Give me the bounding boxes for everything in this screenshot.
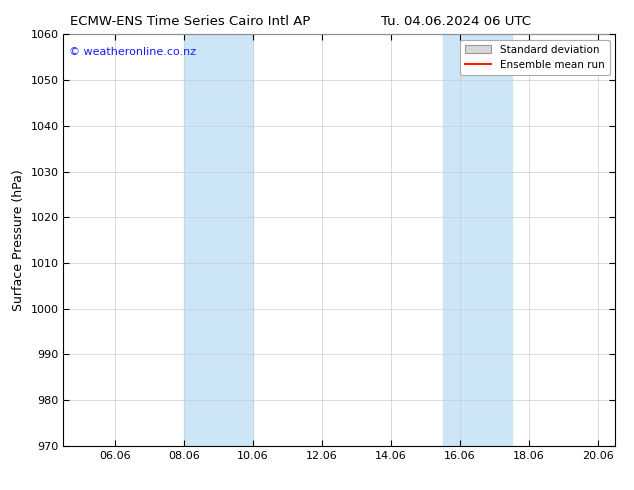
Text: Tu. 04.06.2024 06 UTC: Tu. 04.06.2024 06 UTC [382,15,531,28]
Bar [184,34,253,446]
Text: © weatheronline.co.nz: © weatheronline.co.nz [69,47,196,57]
Text: ECMW-ENS Time Series Cairo Intl AP: ECMW-ENS Time Series Cairo Intl AP [70,15,311,28]
Bar [443,34,512,446]
Y-axis label: Surface Pressure (hPa): Surface Pressure (hPa) [12,169,25,311]
Legend: Standard deviation, Ensemble mean run: Standard deviation, Ensemble mean run [460,40,610,75]
